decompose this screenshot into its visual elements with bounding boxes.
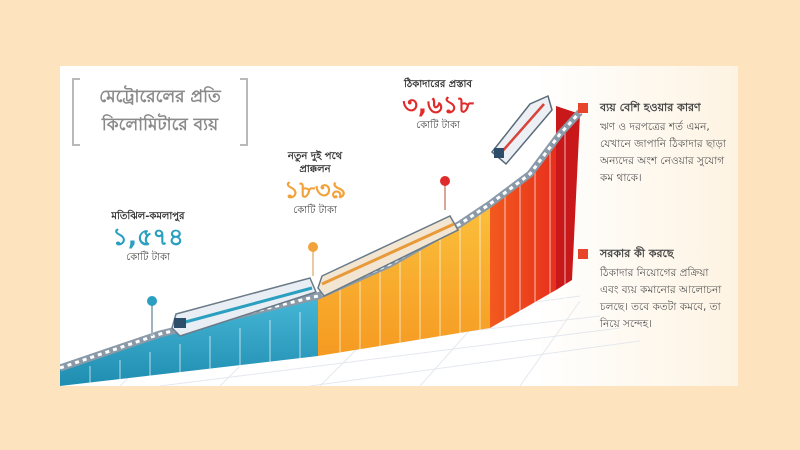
pin-marker-orange	[308, 242, 318, 276]
data-label-motijheel: মতিঝিল-কমলাপুর ১,৫৭৪ কোটি টাকা	[88, 210, 208, 264]
data-label-unit: কোটি টাকা	[126, 252, 170, 263]
infographic-panel: মেট্রোরেলের প্রতি কিলোমিটারে ব্যয় মতিঝি…	[60, 66, 738, 386]
data-label-new-routes: নতুন দুই পথে প্রাক্কলন ১৮৩৯ কোটি টাকা	[260, 150, 370, 217]
bullet-government: সরকার কী করছে ঠিকাদার নিয়োগের প্রক্রিয়…	[578, 246, 728, 333]
chart-title-box: মেট্রোরেলের প্রতি কিলোমিটারে ব্যয়	[72, 78, 248, 146]
bullet-heading: ব্যয় বেশি হওয়ার কারণ	[578, 100, 728, 116]
blue-train	[171, 277, 318, 337]
data-label-caption: ঠিকাদারের প্রস্তাব	[404, 79, 472, 90]
data-label-unit: কোটি টাকা	[293, 205, 337, 216]
red-square-icon	[578, 103, 588, 113]
blue-segment	[60, 298, 318, 386]
bullet-body: ঋণ ও দরপত্রের শর্ত এমন, যেখানে জাপানি ঠি…	[600, 121, 726, 184]
red-square-icon	[578, 249, 588, 259]
chart-title-line2: কিলোমিটারে ব্যয়	[101, 115, 219, 135]
red-train	[490, 94, 553, 166]
data-label-caption: মতিঝিল-কমলাপুর	[111, 211, 185, 222]
data-label-contractor: ঠিকাদারের প্রস্তাব ৩,৬১৮ কোটি টাকা	[378, 78, 498, 132]
chart-title-line1: মেট্রোরেলের প্রতি	[99, 87, 221, 107]
bullet-heading-text: সরকার কী করছে	[600, 247, 674, 260]
red-segment	[490, 106, 580, 328]
orange-train	[317, 215, 460, 297]
bullet-heading: সরকার কী করছে	[578, 246, 728, 262]
pin-marker-red	[440, 176, 450, 210]
rising-track-illustration	[60, 94, 641, 386]
data-label-value: ১,৫৭৪	[112, 223, 184, 251]
data-label-caption-2: প্রাক্কলন	[299, 164, 331, 175]
data-label-value: ১৮৩৯	[283, 176, 347, 204]
data-label-unit: কোটি টাকা	[416, 120, 460, 131]
orange-segment	[318, 206, 490, 356]
pin-marker-blue	[147, 296, 157, 336]
bullet-body: ঠিকাদার নিয়োগের প্রক্রিয়া এবং ব্যয় কম…	[600, 267, 722, 330]
bullet-reason: ব্যয় বেশি হওয়ার কারণ ঋণ ও দরপত্রের শর্…	[578, 100, 728, 187]
data-label-value: ৩,৬১৮	[402, 91, 474, 119]
data-label-caption: নতুন দুই পথে	[287, 151, 343, 162]
bullet-heading-text: ব্যয় বেশি হওয়ার কারণ	[600, 101, 701, 114]
